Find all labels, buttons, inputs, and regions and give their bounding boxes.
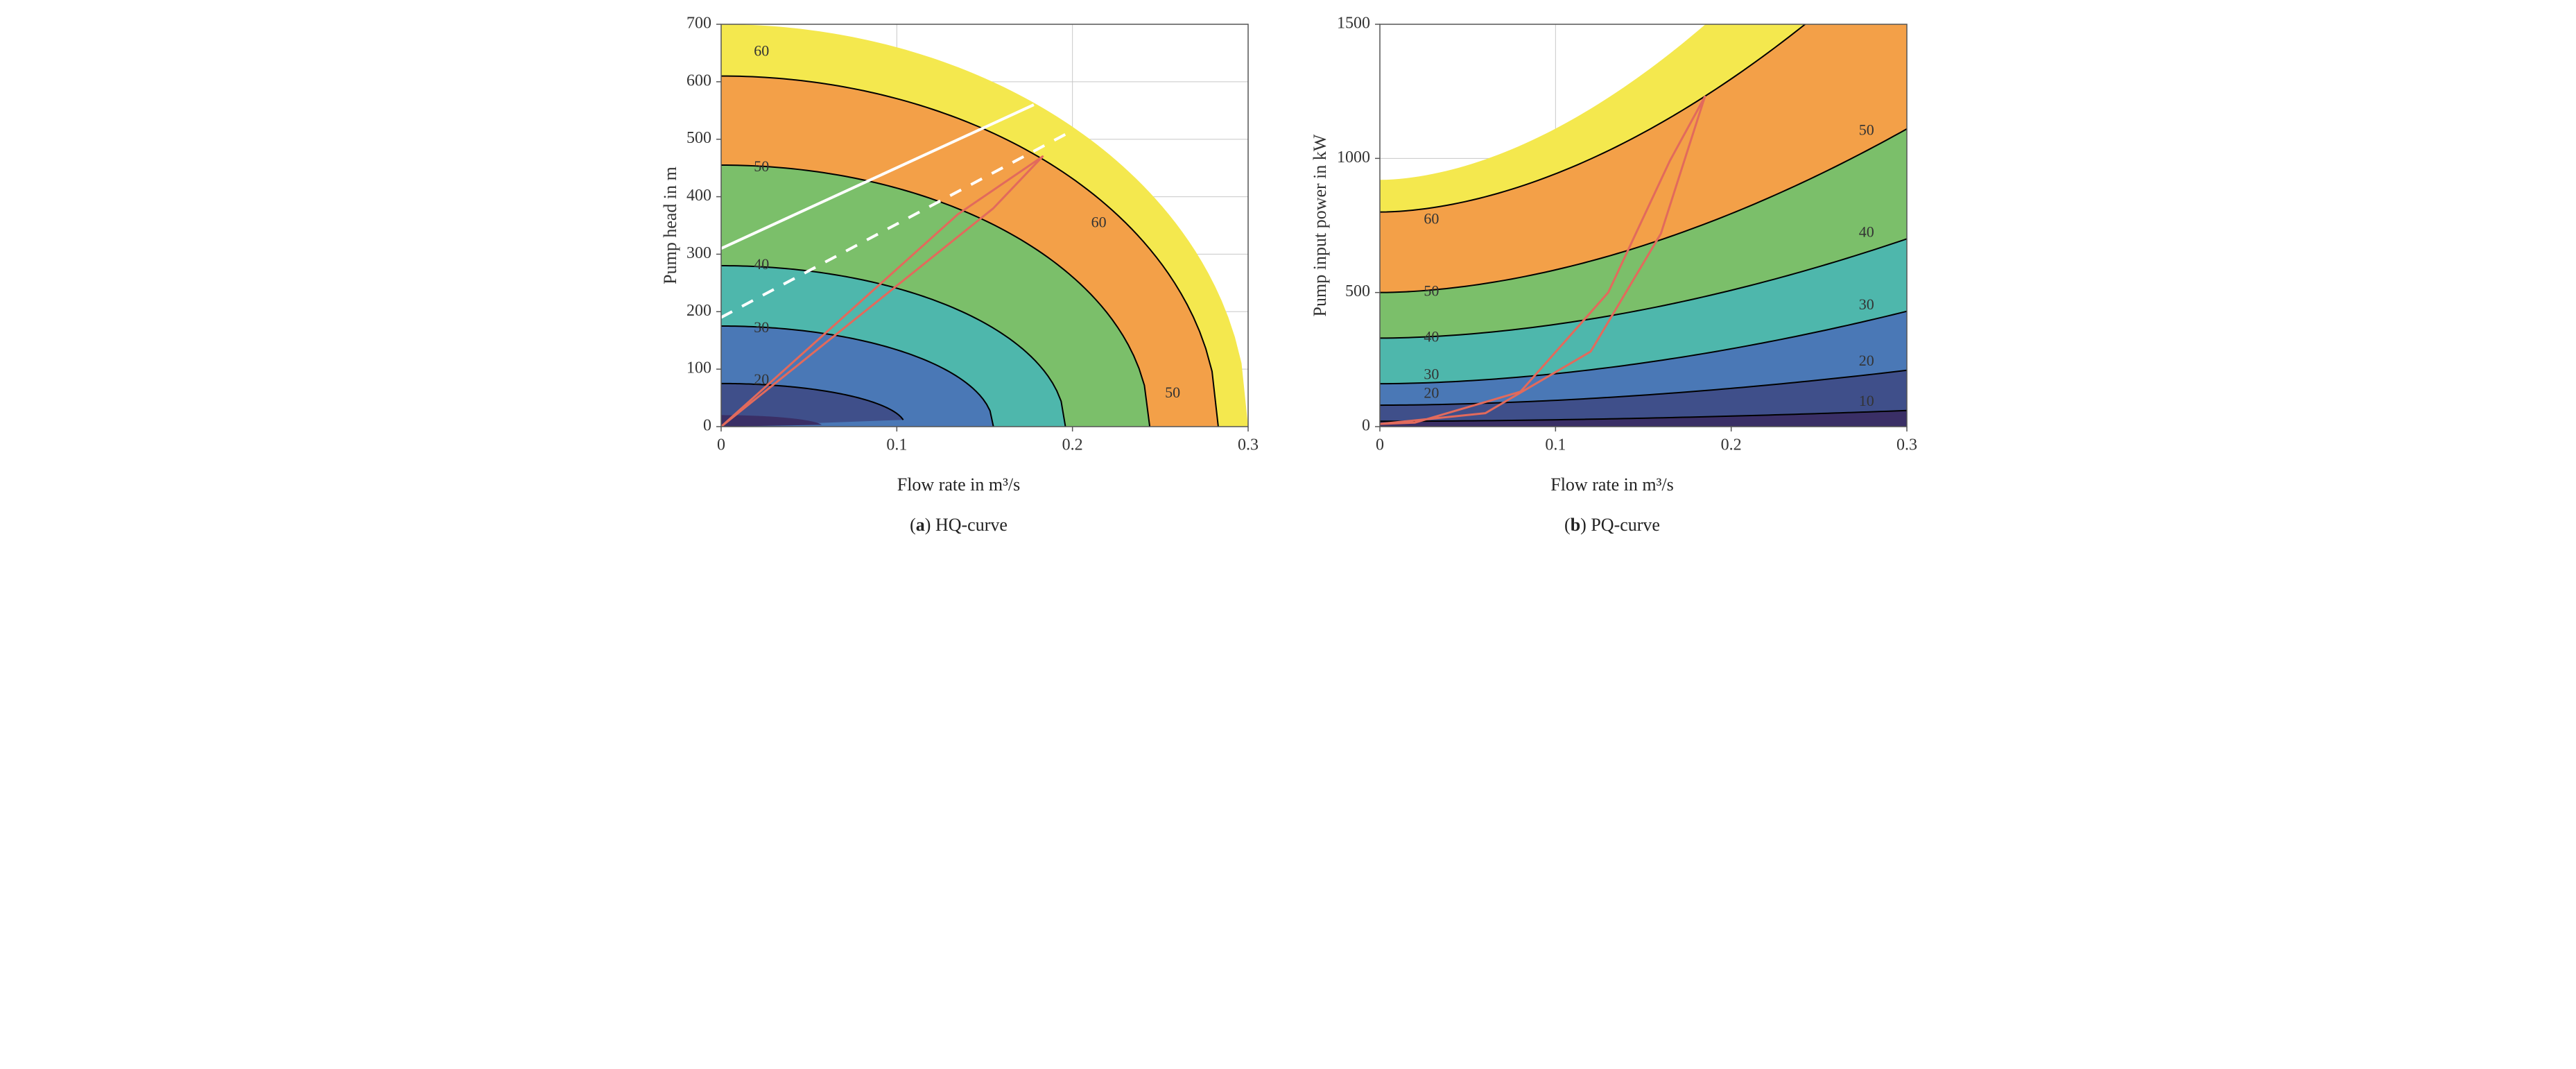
hq-svg: 6060505040302000.10.20.30100200300400500… xyxy=(655,14,1262,461)
svg-text:30: 30 xyxy=(1859,296,1874,313)
svg-text:60: 60 xyxy=(754,42,769,60)
hq-plot: 6060505040302000.10.20.30100200300400500… xyxy=(655,14,1262,465)
svg-text:10: 10 xyxy=(1859,392,1874,409)
svg-text:0.2: 0.2 xyxy=(1062,436,1083,454)
svg-text:200: 200 xyxy=(686,302,711,320)
pq-xlabel: Flow rate in m³/s xyxy=(1550,474,1674,495)
svg-text:0.2: 0.2 xyxy=(1721,436,1742,454)
caption-text: PQ-curve xyxy=(1587,515,1660,535)
svg-text:100: 100 xyxy=(686,359,711,377)
svg-text:700: 700 xyxy=(686,15,711,33)
svg-text:0: 0 xyxy=(1362,417,1370,435)
hq-xlabel: Flow rate in m³/s xyxy=(897,474,1021,495)
svg-text:300: 300 xyxy=(686,244,711,262)
svg-text:40: 40 xyxy=(1859,223,1874,241)
svg-text:1000: 1000 xyxy=(1337,148,1370,166)
caption-text: HQ-curve xyxy=(931,515,1007,535)
svg-text:20: 20 xyxy=(754,370,769,388)
svg-text:60: 60 xyxy=(1091,214,1107,231)
svg-text:0.1: 0.1 xyxy=(1545,436,1566,454)
svg-text:50: 50 xyxy=(1424,282,1439,300)
svg-text:30: 30 xyxy=(754,318,769,336)
hq-panel: 6060505040302000.10.20.30100200300400500… xyxy=(655,14,1262,536)
pq-svg: 6050504040303020201000.10.20.30500100015… xyxy=(1304,14,1921,461)
svg-text:Pump input power in kW: Pump input power in kW xyxy=(1310,134,1330,316)
svg-text:600: 600 xyxy=(686,71,711,89)
svg-text:20: 20 xyxy=(1424,384,1439,402)
svg-text:1500: 1500 xyxy=(1337,15,1370,33)
svg-text:0: 0 xyxy=(703,417,711,435)
svg-text:50: 50 xyxy=(754,157,769,175)
caption-letter: b xyxy=(1571,515,1580,535)
svg-text:30: 30 xyxy=(1424,366,1439,383)
svg-text:50: 50 xyxy=(1165,384,1180,401)
svg-text:40: 40 xyxy=(754,255,769,273)
pq-plot: 6050504040303020201000.10.20.30500100015… xyxy=(1304,14,1921,465)
pq-caption: (b) PQ-curve xyxy=(1564,515,1660,536)
svg-text:500: 500 xyxy=(686,129,711,147)
pq-panel: 6050504040303020201000.10.20.30500100015… xyxy=(1304,14,1921,536)
svg-text:0.3: 0.3 xyxy=(1896,436,1917,454)
svg-text:0.1: 0.1 xyxy=(886,436,907,454)
svg-text:Pump head in m: Pump head in m xyxy=(660,166,680,284)
svg-text:0: 0 xyxy=(717,436,725,454)
hq-caption: (a) HQ-curve xyxy=(910,515,1008,536)
svg-text:60: 60 xyxy=(1424,209,1439,227)
caption-letter: a xyxy=(916,515,925,535)
figure-row: 6060505040302000.10.20.30100200300400500… xyxy=(14,14,2562,536)
svg-text:20: 20 xyxy=(1859,352,1874,369)
svg-text:50: 50 xyxy=(1859,121,1874,139)
svg-text:500: 500 xyxy=(1345,282,1370,300)
svg-text:400: 400 xyxy=(686,187,711,205)
svg-text:0: 0 xyxy=(1376,436,1384,454)
svg-text:0.3: 0.3 xyxy=(1238,436,1259,454)
svg-text:40: 40 xyxy=(1424,327,1439,345)
